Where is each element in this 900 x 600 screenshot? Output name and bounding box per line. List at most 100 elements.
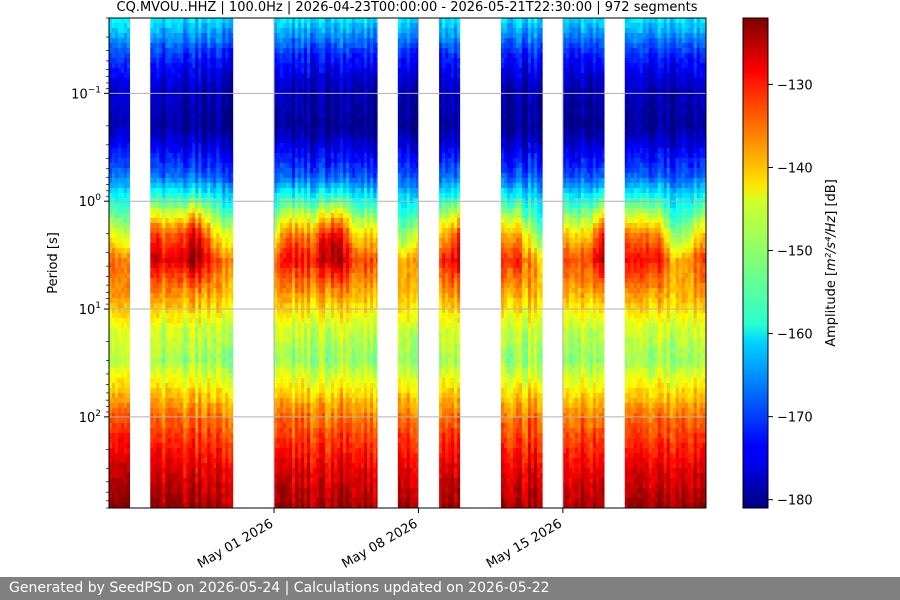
heatmap-cell bbox=[225, 203, 229, 209]
heatmap-cell bbox=[298, 313, 302, 319]
heatmap-cell bbox=[156, 183, 160, 189]
heatmap-cell bbox=[222, 403, 226, 409]
heatmap-cell bbox=[201, 268, 205, 274]
heatmap-cell bbox=[162, 498, 166, 504]
heatmap-cell bbox=[168, 48, 172, 54]
heatmap-cell bbox=[219, 378, 223, 384]
heatmap-cell bbox=[180, 28, 184, 34]
heatmap-cell bbox=[213, 33, 217, 39]
heatmap-cell bbox=[156, 153, 160, 159]
heatmap-cell bbox=[192, 388, 196, 394]
heatmap-cell bbox=[118, 158, 122, 164]
heatmap-cell bbox=[186, 318, 190, 324]
heatmap-cell bbox=[210, 363, 214, 369]
heatmap-cell bbox=[186, 328, 190, 334]
heatmap-cell bbox=[201, 168, 205, 174]
heatmap-cell bbox=[274, 223, 278, 229]
heatmap-cell bbox=[183, 343, 187, 349]
heatmap-cell bbox=[186, 138, 190, 144]
heatmap-cell bbox=[213, 293, 217, 299]
heatmap-cell bbox=[301, 413, 305, 419]
heatmap-cell bbox=[156, 413, 160, 419]
heatmap-cell bbox=[127, 453, 131, 459]
heatmap-cell bbox=[112, 188, 116, 194]
heatmap-cell bbox=[192, 208, 196, 214]
heatmap-cell bbox=[115, 28, 119, 34]
heatmap-cell bbox=[210, 243, 214, 249]
heatmap-cell bbox=[198, 23, 202, 29]
heatmap-cell bbox=[307, 213, 311, 219]
heatmap-cell bbox=[277, 178, 281, 184]
heatmap-cell bbox=[115, 358, 119, 364]
heatmap-cell bbox=[168, 78, 172, 84]
heatmap-cell bbox=[201, 503, 205, 508]
heatmap-cell bbox=[289, 143, 293, 149]
heatmap-cell bbox=[171, 108, 175, 114]
heatmap-cell bbox=[195, 353, 199, 359]
heatmap-cell bbox=[292, 303, 296, 309]
heatmap-cell bbox=[222, 323, 226, 329]
heatmap-cell bbox=[192, 283, 196, 289]
heatmap-cell bbox=[118, 203, 122, 209]
heatmap-cell bbox=[171, 228, 175, 234]
heatmap-cell bbox=[198, 93, 202, 99]
heatmap-cell bbox=[301, 18, 305, 24]
heatmap-cell bbox=[213, 333, 217, 339]
heatmap-cell bbox=[150, 33, 154, 39]
heatmap-cell bbox=[289, 323, 293, 329]
heatmap-cell bbox=[216, 463, 220, 469]
heatmap-cell bbox=[210, 23, 214, 29]
heatmap-cell bbox=[213, 183, 217, 189]
heatmap-cell bbox=[127, 98, 131, 104]
heatmap-cell bbox=[195, 103, 199, 109]
heatmap-cell bbox=[168, 113, 172, 119]
heatmap-cell bbox=[183, 253, 187, 259]
heatmap-cell bbox=[210, 143, 214, 149]
heatmap-cell bbox=[112, 398, 116, 404]
heatmap-cell bbox=[118, 328, 122, 334]
heatmap-cell bbox=[216, 278, 220, 284]
heatmap-cell bbox=[109, 503, 113, 508]
heatmap-cell bbox=[115, 298, 119, 304]
heatmap-cell bbox=[210, 268, 214, 274]
heatmap-cell bbox=[222, 428, 226, 434]
heatmap-cell bbox=[313, 338, 317, 344]
heatmap-cell bbox=[150, 168, 154, 174]
heatmap-cell bbox=[192, 253, 196, 259]
heatmap-cell bbox=[219, 33, 223, 39]
heatmap-cell bbox=[274, 493, 278, 499]
heatmap-cell bbox=[295, 463, 299, 469]
heatmap-cell bbox=[310, 453, 314, 459]
heatmap-cell bbox=[150, 283, 154, 289]
heatmap-cell bbox=[168, 273, 172, 279]
heatmap-cell bbox=[286, 383, 290, 389]
heatmap-cell bbox=[112, 198, 116, 204]
heatmap-cell bbox=[295, 133, 299, 139]
heatmap-cell bbox=[228, 238, 232, 244]
heatmap-cell bbox=[231, 83, 234, 89]
heatmap-cell bbox=[150, 433, 154, 439]
heatmap-cell bbox=[295, 278, 299, 284]
heatmap-cell bbox=[156, 443, 160, 449]
heatmap-cell bbox=[310, 218, 314, 224]
heatmap-cell bbox=[198, 228, 202, 234]
heatmap-cell bbox=[210, 108, 214, 114]
heatmap-cell bbox=[298, 443, 302, 449]
heatmap-cell bbox=[183, 38, 187, 44]
heatmap-cell bbox=[171, 153, 175, 159]
heatmap-cell bbox=[124, 28, 128, 34]
heatmap-cell bbox=[210, 153, 214, 159]
heatmap-cell bbox=[231, 148, 234, 154]
heatmap-cell bbox=[277, 48, 281, 54]
heatmap-cell bbox=[204, 358, 208, 364]
heatmap-cell bbox=[298, 278, 302, 284]
heatmap-cell bbox=[177, 123, 181, 129]
heatmap-cell bbox=[231, 88, 234, 94]
heatmap-cell bbox=[286, 493, 290, 499]
heatmap-cell bbox=[192, 373, 196, 379]
heatmap-cell bbox=[319, 263, 323, 269]
heatmap-cell bbox=[307, 263, 311, 269]
heatmap-cell bbox=[118, 358, 122, 364]
heatmap-cell bbox=[195, 293, 199, 299]
heatmap-cell bbox=[118, 88, 122, 94]
